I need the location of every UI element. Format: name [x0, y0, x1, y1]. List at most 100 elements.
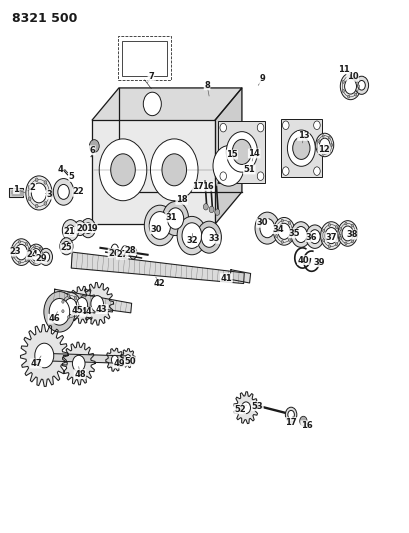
Circle shape — [305, 225, 323, 248]
Circle shape — [291, 230, 293, 233]
Text: 38: 38 — [345, 230, 357, 239]
Polygon shape — [71, 252, 244, 284]
Circle shape — [339, 237, 341, 239]
Circle shape — [89, 140, 99, 152]
Circle shape — [182, 223, 201, 248]
Circle shape — [44, 201, 47, 205]
Circle shape — [339, 73, 360, 100]
Circle shape — [44, 181, 47, 184]
Circle shape — [39, 247, 41, 249]
Circle shape — [62, 300, 64, 303]
Text: 20: 20 — [76, 224, 88, 232]
Text: 26: 26 — [108, 249, 119, 257]
Circle shape — [77, 224, 83, 232]
Text: 52: 52 — [234, 405, 245, 414]
Circle shape — [144, 205, 175, 246]
Circle shape — [357, 85, 359, 88]
Circle shape — [219, 124, 226, 132]
Text: 13: 13 — [297, 132, 308, 140]
Circle shape — [327, 136, 329, 139]
Circle shape — [28, 251, 31, 254]
Text: 18: 18 — [175, 196, 187, 204]
Text: 1: 1 — [13, 185, 19, 193]
Circle shape — [213, 146, 244, 186]
Bar — [223, 132, 237, 172]
Circle shape — [31, 183, 47, 203]
Circle shape — [64, 298, 76, 314]
Circle shape — [29, 257, 31, 260]
Circle shape — [319, 138, 329, 152]
Polygon shape — [20, 325, 68, 386]
Circle shape — [321, 135, 324, 137]
Circle shape — [275, 235, 277, 238]
Circle shape — [63, 241, 70, 251]
Circle shape — [39, 260, 41, 263]
Text: 46: 46 — [48, 314, 60, 323]
Text: 53: 53 — [251, 402, 263, 410]
Circle shape — [328, 223, 330, 227]
Circle shape — [226, 132, 257, 172]
Circle shape — [341, 90, 344, 92]
Text: 33: 33 — [208, 235, 219, 243]
Text: 23: 23 — [10, 247, 21, 256]
Text: 10: 10 — [346, 72, 357, 81]
Circle shape — [13, 255, 15, 258]
Circle shape — [282, 121, 288, 130]
Circle shape — [99, 139, 146, 201]
Circle shape — [60, 238, 73, 255]
Circle shape — [322, 239, 324, 242]
Text: 3: 3 — [46, 190, 52, 199]
Circle shape — [339, 228, 341, 230]
Circle shape — [341, 80, 344, 83]
Circle shape — [294, 227, 306, 243]
Circle shape — [209, 206, 213, 213]
Polygon shape — [81, 282, 113, 325]
Circle shape — [48, 191, 51, 195]
Text: 39: 39 — [312, 258, 324, 266]
Circle shape — [357, 80, 364, 90]
Bar — [122, 41, 167, 76]
Circle shape — [299, 416, 306, 426]
Circle shape — [338, 234, 340, 237]
Text: 17: 17 — [285, 418, 296, 426]
Text: 37: 37 — [325, 233, 336, 241]
Circle shape — [328, 245, 330, 248]
Circle shape — [347, 95, 349, 98]
Circle shape — [344, 222, 346, 225]
Circle shape — [39, 248, 52, 265]
Text: 6: 6 — [89, 146, 95, 155]
Text: 30: 30 — [150, 225, 161, 233]
Circle shape — [162, 154, 186, 186]
Circle shape — [282, 167, 288, 175]
Polygon shape — [44, 353, 130, 364]
Text: 44: 44 — [80, 308, 92, 316]
Circle shape — [344, 78, 356, 94]
Text: 43: 43 — [96, 305, 107, 313]
Circle shape — [201, 227, 216, 247]
Circle shape — [354, 93, 356, 96]
Circle shape — [58, 184, 69, 199]
Circle shape — [273, 217, 294, 245]
Circle shape — [241, 402, 250, 414]
Circle shape — [35, 343, 54, 368]
Polygon shape — [62, 342, 95, 385]
Circle shape — [335, 225, 337, 229]
Circle shape — [25, 243, 27, 245]
Circle shape — [214, 209, 219, 215]
Circle shape — [287, 410, 294, 419]
Text: 27: 27 — [116, 251, 128, 259]
Text: 12: 12 — [317, 145, 329, 154]
Circle shape — [18, 261, 20, 264]
Text: 5: 5 — [69, 173, 74, 181]
Circle shape — [31, 248, 41, 261]
Text: 36: 36 — [305, 233, 317, 241]
Polygon shape — [92, 88, 241, 120]
Circle shape — [309, 230, 319, 244]
Text: 31: 31 — [165, 213, 177, 222]
Text: 11: 11 — [338, 65, 349, 74]
Circle shape — [28, 197, 31, 200]
Circle shape — [281, 240, 283, 244]
Circle shape — [84, 223, 92, 233]
Polygon shape — [67, 286, 96, 324]
Text: 24: 24 — [26, 251, 38, 259]
